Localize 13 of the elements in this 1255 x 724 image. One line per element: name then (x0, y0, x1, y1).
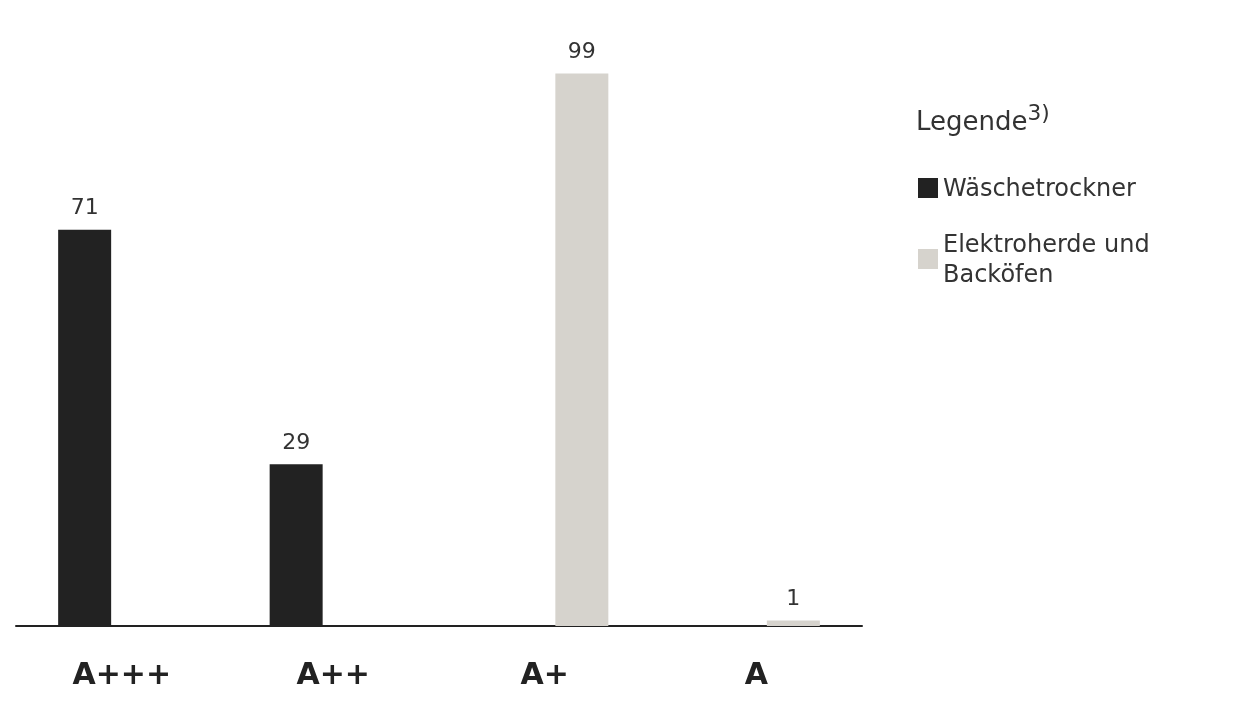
x-tick-label: A+++ (72, 655, 172, 691)
data-label: 99 (567, 38, 596, 64)
legend-label: Elektroherde und Backöfen (943, 230, 1158, 288)
x-tick-label: A+ (520, 655, 569, 691)
data-label: 29 (282, 428, 311, 454)
legend-label: Wäschetrockner (943, 174, 1137, 202)
bar (555, 73, 609, 626)
data-label: 1 (786, 584, 801, 610)
x-tick-label: A++ (296, 655, 370, 691)
legend-title: Legende$^{3)}$ (916, 100, 1050, 136)
x-tick-label: A (744, 655, 769, 691)
data-label: 71 (70, 194, 99, 220)
bar (766, 620, 820, 626)
